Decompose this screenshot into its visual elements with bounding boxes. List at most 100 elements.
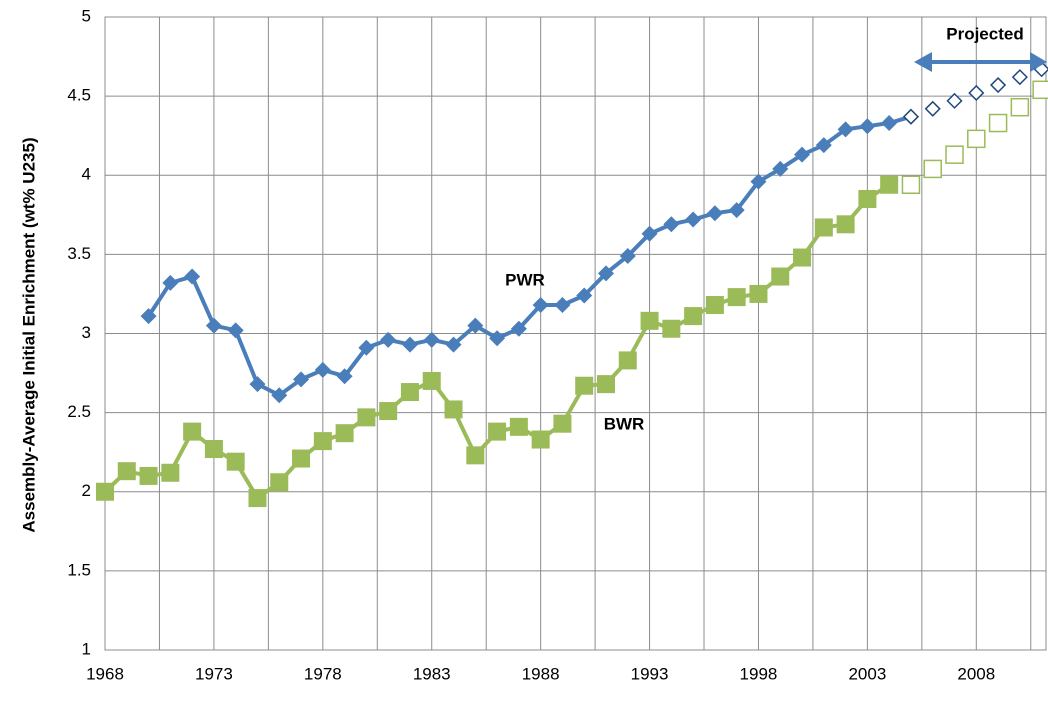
y-tick-label: 4.5 [67,86,91,105]
x-tick-label: 1993 [631,664,669,683]
x-tick-label: 1988 [522,664,560,683]
point [401,336,418,353]
point [881,115,898,132]
grid: 1 1.5 2 2.5 3 3.5 4 4.5 5 1968 1973 1978 1983 1988 199… [67,6,1047,683]
annotation: Projected [946,24,1023,43]
series-label: PWR [505,270,545,289]
point [314,361,331,378]
point [575,376,594,395]
point [1011,69,1028,86]
point [837,121,854,138]
point [357,408,376,427]
point [576,287,593,304]
y-tick-label: 4 [82,165,91,184]
point [858,189,877,208]
point [640,311,659,330]
point [467,317,484,334]
point [335,424,354,443]
point [988,113,1008,133]
y-tick-label: 2 [82,481,91,500]
point [205,317,222,334]
point [706,205,723,222]
point [336,368,353,385]
point [293,371,310,388]
y-tick-label: 5 [82,6,91,25]
point [204,440,223,459]
point [117,462,136,481]
point [728,202,745,219]
point [510,320,527,337]
point [968,84,985,102]
x-tick-label: 1998 [740,664,778,683]
point [553,414,572,433]
point [815,137,832,154]
point [836,215,855,234]
series-label: BWR [604,414,645,433]
x-tick-label: 2008 [957,664,995,683]
y-tick-label: 3 [82,323,91,342]
point [184,268,201,285]
point [379,402,398,421]
point [400,383,419,402]
point [619,247,636,264]
point [96,482,114,501]
projected-arrow [914,52,1047,72]
y-tick-label: 3.5 [67,244,91,263]
point [749,284,768,303]
x-tick-label: 1978 [304,664,342,683]
point [248,489,267,508]
point [140,308,157,325]
point [618,351,637,370]
point [902,108,920,125]
y-tick-label: 1.5 [67,560,91,579]
point [771,267,790,286]
point [444,400,463,419]
point [814,218,833,237]
point [271,387,288,404]
point [923,159,942,179]
point [358,339,375,356]
point [641,225,658,242]
point [663,216,680,233]
point [139,466,158,485]
point [685,211,702,228]
point [705,296,724,315]
point [662,319,681,338]
point [596,375,615,394]
point [423,331,440,348]
x-tick-label: 1968 [86,664,124,683]
point [313,432,332,451]
point [924,100,941,117]
point [597,265,614,282]
y-tick-label: 2.5 [67,402,91,421]
point [380,331,397,348]
point [1032,80,1048,100]
point [162,274,179,291]
point [532,297,549,314]
point [227,322,244,339]
point [793,248,812,267]
x-tick-label: 2003 [848,664,886,683]
point [249,376,266,393]
point [509,417,528,436]
point [466,446,485,465]
point [684,307,703,326]
y-tick-label: 1 [82,639,91,658]
point [946,92,963,109]
point [990,76,1007,94]
point [183,422,202,441]
point [422,371,441,390]
point [531,430,550,449]
plot-frame [104,16,1047,651]
y-axis-title: Assembly-Average Initial Enrichment (wt%… [19,137,38,532]
point [554,297,571,314]
point [488,422,507,441]
point [880,175,899,194]
point [967,129,986,149]
point [1010,97,1030,117]
point [772,160,789,177]
point [292,449,311,468]
point [859,118,876,135]
x-tick-label: 1973 [195,664,233,683]
point [270,473,289,492]
